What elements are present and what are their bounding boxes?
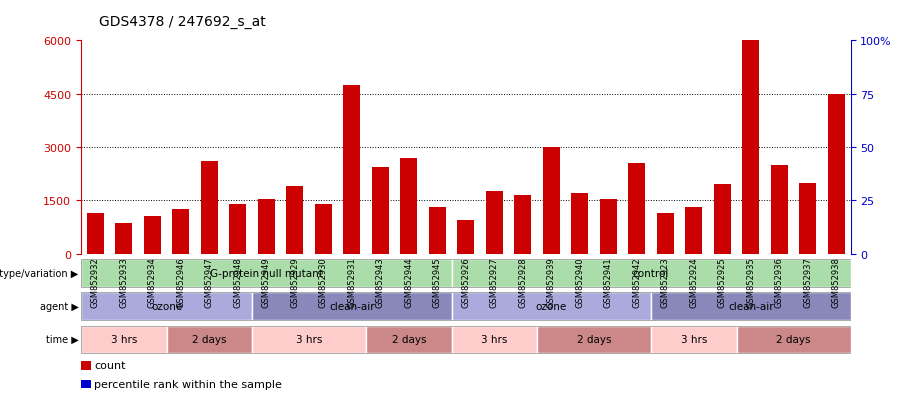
Bar (201, 162, 218, 254)
Point (373, 78, 387, 85)
Text: 3 hrs: 3 hrs (680, 334, 706, 344)
Bar (428, 208, 446, 254)
Point (801, 68, 815, 74)
Point (487, 68, 501, 74)
Bar (486, 192, 503, 254)
Point (88, 91, 103, 98)
Bar (742, 41, 760, 254)
Text: 2 days: 2 days (392, 334, 426, 344)
Text: 3 hrs: 3 hrs (296, 334, 322, 344)
Text: GDS4378 / 247692_s_at: GDS4378 / 247692_s_at (99, 15, 266, 29)
Text: 3 hrs: 3 hrs (111, 334, 137, 344)
Bar (252, 326, 366, 354)
Bar (543, 147, 560, 254)
Text: 2 days: 2 days (577, 334, 611, 344)
Point (259, 74, 274, 81)
Bar (86, 213, 104, 254)
Bar (651, 326, 736, 354)
Bar (514, 195, 531, 254)
Bar (252, 293, 452, 320)
Text: ozone: ozone (536, 301, 567, 311)
Point (743, 40, 758, 47)
Bar (115, 224, 132, 254)
Point (145, 91, 159, 98)
Point (687, 95, 701, 102)
Bar (166, 326, 252, 354)
Point (345, 47, 359, 53)
Text: 3 hrs: 3 hrs (482, 334, 508, 344)
Bar (452, 260, 850, 287)
Bar (828, 95, 845, 254)
Point (829, 42, 843, 49)
Bar (714, 185, 731, 254)
Bar (372, 167, 389, 254)
Text: G-protein null mutant: G-protein null mutant (210, 268, 323, 278)
Bar (770, 165, 788, 254)
Text: ozone: ozone (151, 301, 182, 311)
Text: agent ▶: agent ▶ (40, 301, 78, 311)
Point (601, 74, 616, 81)
Text: clean-air: clean-air (328, 301, 374, 311)
Text: percentile rank within the sample: percentile rank within the sample (94, 379, 283, 389)
Bar (81, 293, 252, 320)
Point (288, 68, 302, 74)
Point (658, 93, 672, 100)
Point (772, 62, 787, 68)
Bar (144, 217, 161, 254)
Bar (286, 187, 303, 254)
Bar (81, 361, 91, 370)
Bar (736, 326, 850, 354)
Point (516, 72, 530, 78)
Bar (343, 85, 360, 254)
Point (630, 72, 644, 78)
Bar (599, 199, 616, 254)
Point (316, 78, 330, 85)
Bar (452, 293, 651, 320)
Bar (537, 326, 651, 354)
Bar (657, 213, 674, 254)
Bar (230, 204, 247, 254)
Bar (315, 204, 332, 254)
Bar (651, 293, 850, 320)
Bar (452, 326, 537, 354)
Text: control: control (633, 268, 670, 278)
Text: time ▶: time ▶ (46, 334, 78, 344)
Bar (628, 164, 645, 254)
Bar (572, 194, 589, 254)
Point (117, 97, 131, 104)
Bar (799, 183, 816, 254)
Point (544, 62, 558, 68)
Bar (81, 380, 91, 388)
Bar (81, 260, 452, 287)
Point (401, 57, 416, 64)
Bar (172, 210, 189, 254)
Point (230, 74, 245, 81)
Bar (457, 220, 474, 254)
Point (430, 89, 445, 96)
Point (458, 112, 473, 119)
Text: 2 days: 2 days (192, 334, 227, 344)
Text: genotype/variation ▶: genotype/variation ▶ (0, 268, 78, 278)
Point (715, 78, 729, 85)
Bar (257, 199, 274, 254)
Text: clean-air: clean-air (728, 301, 774, 311)
Bar (366, 326, 452, 354)
Point (572, 83, 587, 89)
Bar (400, 158, 418, 254)
Text: count: count (94, 361, 126, 370)
Bar (81, 326, 166, 354)
Point (174, 83, 188, 89)
Bar (685, 208, 702, 254)
Point (202, 68, 217, 74)
Text: 2 days: 2 days (776, 334, 811, 344)
